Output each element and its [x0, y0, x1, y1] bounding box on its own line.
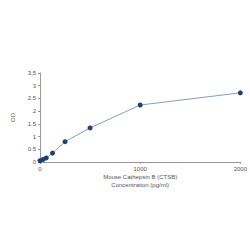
svg-text:3: 3: [33, 83, 37, 89]
svg-text:3.5: 3.5: [28, 70, 37, 76]
svg-text:1.5: 1.5: [28, 121, 37, 127]
svg-text:1: 1: [33, 134, 37, 140]
svg-text:OD: OD: [10, 112, 16, 122]
svg-text:Mouse Cathepsin B (CTSB): Mouse Cathepsin B (CTSB): [103, 174, 177, 180]
svg-text:0.5: 0.5: [28, 146, 37, 152]
svg-text:2000: 2000: [234, 166, 248, 172]
svg-text:Concentration (pg/ml): Concentration (pg/ml): [111, 182, 169, 188]
svg-text:1000: 1000: [133, 166, 147, 172]
svg-text:0: 0: [38, 166, 42, 172]
svg-text:2: 2: [33, 108, 37, 114]
svg-text:0: 0: [33, 159, 37, 165]
svg-text:2.5: 2.5: [28, 95, 37, 101]
